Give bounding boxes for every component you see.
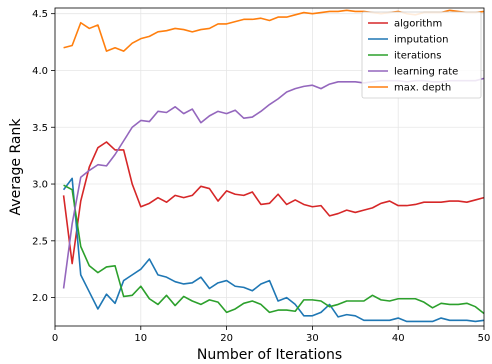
legend: algorithm imputation iterations learning ra… bbox=[361, 11, 482, 99]
y-axis-label: Average Rank bbox=[8, 118, 24, 216]
x-tick-label: 20 bbox=[220, 333, 233, 344]
series-line-imputation bbox=[62, 177, 485, 323]
y-tick-label: 4.0 bbox=[32, 66, 48, 77]
y-tick-label: 3.0 bbox=[32, 180, 48, 191]
axis-ticks: 0 10 20 30 40 50 2.0 2.5 3.0 3.5 4.0 4.5 bbox=[32, 9, 490, 344]
plot-frame bbox=[54, 7, 485, 327]
y-tick-label: 2.5 bbox=[32, 236, 48, 247]
legend-label: max. depth bbox=[394, 83, 451, 94]
x-tick-label: 10 bbox=[134, 333, 147, 344]
y-tick-label: 3.5 bbox=[32, 123, 48, 134]
legend-label: iterations bbox=[394, 51, 441, 62]
legend-label: algorithm bbox=[394, 19, 442, 30]
x-axis-label: Number of Iterations bbox=[197, 347, 342, 363]
legend-box bbox=[361, 11, 482, 99]
legend-label: imputation bbox=[394, 35, 448, 46]
x-tick-label: 50 bbox=[478, 333, 491, 344]
x-tick-label: 40 bbox=[392, 333, 405, 344]
y-tick-label: 4.5 bbox=[32, 9, 48, 20]
series-line-iterations bbox=[63, 184, 485, 315]
legend-label: learning rate bbox=[394, 67, 458, 78]
y-tick-label: 2.0 bbox=[32, 293, 48, 304]
x-tick-label: 0 bbox=[52, 333, 58, 344]
x-tick-label: 30 bbox=[306, 333, 319, 344]
series-line-algorithm bbox=[62, 141, 485, 265]
